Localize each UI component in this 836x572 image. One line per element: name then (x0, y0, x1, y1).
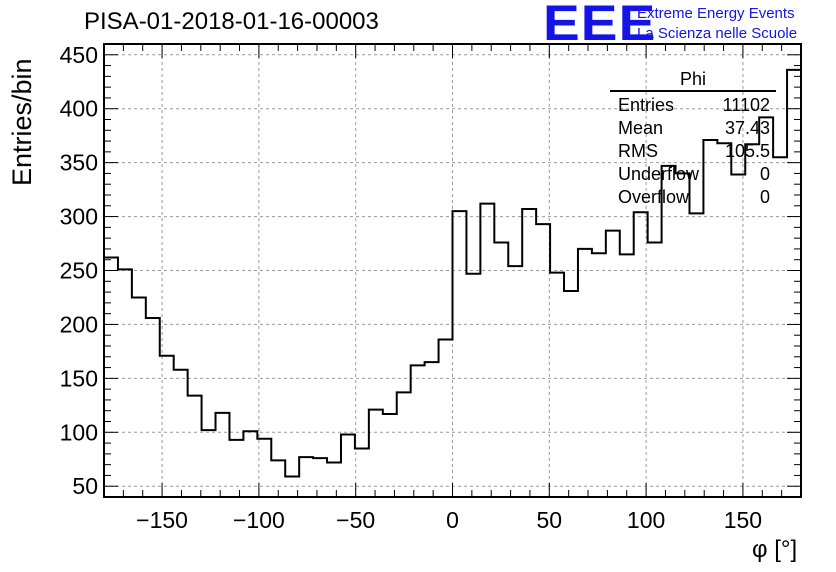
x-axis-label: φ [°] (752, 536, 798, 563)
stats-row-mean: Mean 37.43 (610, 117, 776, 140)
x-tick-label: 100 (627, 507, 665, 533)
logo-caption-line1: Extreme Energy Events (637, 5, 795, 22)
histogram-series (103, 68, 802, 497)
x-tick-label: −100 (233, 507, 285, 533)
y-tick-label: 350 (60, 150, 98, 176)
stats-value: 0 (759, 187, 770, 207)
y-tick-label: 300 (60, 204, 98, 230)
x-tick-label: 50 (537, 507, 563, 533)
stats-key: Overflow (618, 187, 690, 207)
y-tick-label: 50 (72, 473, 98, 499)
stats-value: 11102 (722, 95, 770, 115)
x-tick-label: −50 (336, 507, 375, 533)
stats-box: Phi Entries 11102 Mean 37.43 RMS 105.5 U… (610, 68, 776, 209)
y-tick-label: 100 (60, 419, 98, 445)
y-tick-label: 450 (60, 42, 98, 68)
eee-logo: EEE (543, 0, 657, 51)
stats-row-underflow: Underflow 0 (610, 163, 776, 186)
y-tick-label: 200 (60, 311, 98, 337)
logo-caption: Extreme Energy Events La Scienza nelle S… (637, 4, 797, 44)
stats-row-overflow: Overflow 0 (610, 186, 776, 209)
y-tick-label: 250 (60, 258, 98, 284)
stats-value: 0 (759, 164, 770, 184)
stats-divider (610, 90, 776, 92)
stats-key: Entries (618, 95, 675, 115)
stats-row-rms: RMS 105.5 (610, 140, 776, 163)
stats-title: Phi (679, 69, 706, 89)
page-title: PISA-01-2018-01-16-00003 (84, 8, 379, 35)
stats-key: Mean (618, 118, 664, 138)
y-tick-label: 400 (60, 96, 98, 122)
y-axis-label: Entries/bin (7, 58, 37, 186)
logo-caption-line2: La Scienza nelle Scuole (637, 25, 798, 42)
stats-key: Underflow (618, 164, 700, 184)
stats-value: 37.43 (724, 118, 770, 138)
y-tick-label: 150 (60, 365, 98, 391)
x-tick-label: 150 (724, 507, 762, 533)
stats-row-entries: Entries 11102 (610, 94, 776, 117)
stats-key: RMS (618, 141, 658, 161)
stats-value: 105.5 (724, 141, 770, 161)
x-tick-label: 0 (446, 507, 459, 533)
x-tick-label: −150 (136, 507, 188, 533)
